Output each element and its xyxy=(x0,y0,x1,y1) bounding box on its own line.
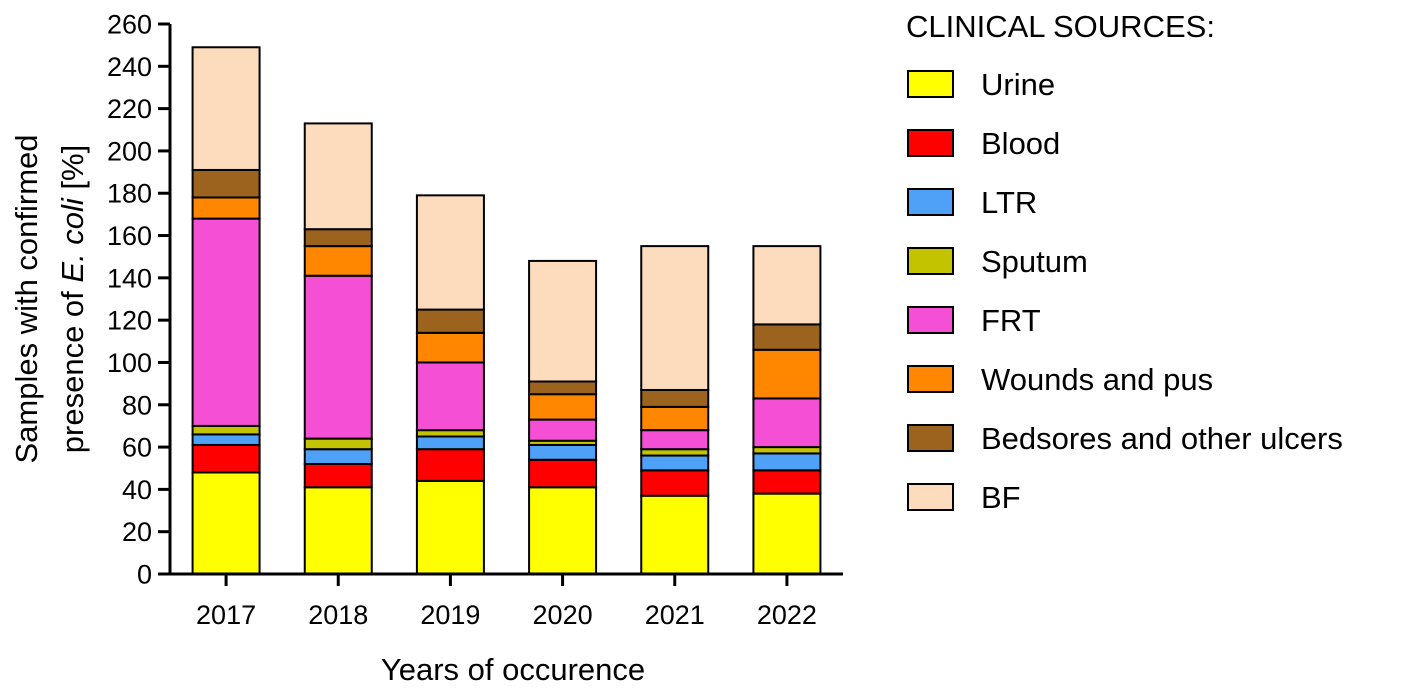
bar-segment-2022-blood xyxy=(752,469,822,495)
legend-title: CLINICAL SOURCES: xyxy=(906,9,1215,44)
y-ticks-group: 0 20 40 60 80 100 120 140 160 180 200 220 240 260 xyxy=(107,10,170,590)
y-axis-title-prefix: presence of xyxy=(55,283,90,454)
bar-segment-2021-ltr xyxy=(640,454,710,472)
legend-label: Bedsores and other ulcers xyxy=(981,421,1343,456)
bar-segment-2017-sputum xyxy=(191,424,261,436)
bar-segment-2018-bedsores-and-other-ulcers xyxy=(303,228,373,248)
y-tick-label: 100 xyxy=(107,348,152,378)
legend-label: FRT xyxy=(981,303,1041,338)
bar-segment-2020-urine xyxy=(528,486,598,575)
y-axis-title-italic: E. coli xyxy=(55,197,90,283)
y-tick-label: 260 xyxy=(107,10,152,40)
y-tick-label: 180 xyxy=(107,179,152,209)
bar-segment-2021-blood xyxy=(640,469,710,497)
legend-swatch-wounds-and-pus xyxy=(907,365,954,393)
bar-segment-2018-wounds-and-pus xyxy=(303,245,373,277)
legend-swatch-frt xyxy=(907,306,954,334)
bar-segment-2018-urine xyxy=(303,486,373,575)
y-axis-title-line-2: presence of E. coli [%] xyxy=(55,145,90,453)
legend-label: Blood xyxy=(981,126,1060,161)
bar-segment-2022-bedsores-and-other-ulcers xyxy=(752,323,822,351)
bar-segment-2019-wounds-and-pus xyxy=(415,331,485,364)
y-tick-label: 80 xyxy=(122,390,152,420)
y-axis-title-suffix: [%] xyxy=(55,145,90,198)
y-tick-label: 240 xyxy=(107,52,152,82)
legend-swatch-urine xyxy=(907,70,954,98)
bar-segment-2021-wounds-and-pus xyxy=(640,405,710,432)
bar-segment-2018-frt xyxy=(303,274,373,440)
bar-segment-2019-urine xyxy=(415,479,485,575)
x-tick-label: 2018 xyxy=(308,600,368,630)
y-tick-label: 60 xyxy=(122,433,152,463)
y-tick-label: 0 xyxy=(137,560,152,590)
bar-segment-2019-blood xyxy=(415,448,485,482)
bar-segment-2017-bf xyxy=(191,46,261,171)
bar-segment-2018-blood xyxy=(303,463,373,489)
bar-segment-2021-bedsores-and-other-ulcers xyxy=(640,388,710,408)
x-tick-label: 2021 xyxy=(645,600,705,630)
bar-segment-2022-urine xyxy=(752,492,822,575)
bar-segment-2021-bf xyxy=(640,245,710,391)
bars-group xyxy=(191,46,822,576)
bar-segment-2021-frt xyxy=(640,429,710,451)
bar-segment-2022-bf xyxy=(752,245,822,326)
y-axis-title-line-1: Samples with confirmed xyxy=(9,134,44,463)
legend-label: Wounds and pus xyxy=(981,362,1213,397)
bar-segment-2017-wounds-and-pus xyxy=(191,196,261,220)
legend-swatch-sputum xyxy=(907,247,954,275)
bar-segment-2022-ltr xyxy=(752,452,822,472)
y-tick-label: 120 xyxy=(107,306,152,336)
y-tick-label: 200 xyxy=(107,136,152,166)
x-axis-title: Years of occurence xyxy=(381,652,645,687)
y-tick-label: 20 xyxy=(122,517,152,547)
legend-swatch-ltr xyxy=(907,188,954,216)
x-tick-label: 2022 xyxy=(757,600,817,630)
bar-segment-2018-ltr xyxy=(303,448,373,466)
bar-segment-2019-bedsores-and-other-ulcers xyxy=(415,308,485,334)
bar-segment-2019-ltr xyxy=(415,435,485,451)
y-tick-label: 40 xyxy=(122,475,152,505)
bar-segment-2019-frt xyxy=(415,361,485,432)
y-tick-label: 220 xyxy=(107,94,152,124)
y-tick-label: 140 xyxy=(107,263,152,293)
bar-segment-2017-blood xyxy=(191,443,261,474)
y-tick-label: 160 xyxy=(107,221,152,251)
legend-label: Urine xyxy=(981,67,1055,102)
legend-label: LTR xyxy=(981,185,1037,220)
axes-group xyxy=(168,24,843,576)
bar-segment-2019-bf xyxy=(415,194,485,311)
bar-segment-2020-bedsores-and-other-ulcers xyxy=(528,380,598,396)
bar-segment-2018-sputum xyxy=(303,437,373,451)
bar-segment-2020-bf xyxy=(528,259,598,383)
legend-label: Sputum xyxy=(981,244,1088,279)
bar-segment-2017-frt xyxy=(191,217,261,427)
legend-swatch-bf xyxy=(907,483,954,511)
bar-segment-2022-wounds-and-pus xyxy=(752,348,822,400)
x-tick-label: 2017 xyxy=(196,600,256,630)
bar-segment-2020-ltr xyxy=(528,443,598,461)
bar-segment-2018-bf xyxy=(303,122,373,231)
bar-segment-2022-frt xyxy=(752,397,822,449)
legend-swatch-blood xyxy=(907,129,954,157)
bar-segment-2017-urine xyxy=(191,471,261,576)
legend-swatch-bedsores-and-other-ulcers xyxy=(907,424,954,452)
bar-segment-2017-ltr xyxy=(191,433,261,446)
x-ticks-group: 2017 2018 2019 2020 2021 2022 xyxy=(196,574,817,630)
bar-segment-2017-bedsores-and-other-ulcers xyxy=(191,168,261,199)
x-tick-label: 2020 xyxy=(533,600,593,630)
bar-segment-2020-frt xyxy=(528,418,598,442)
bar-segment-2020-wounds-and-pus xyxy=(528,393,598,421)
bar-segment-2020-blood xyxy=(528,458,598,489)
legend-label: BF xyxy=(981,480,1021,515)
legend: Urine Blood LTR Sputum FRT Wounds and pus Beds… xyxy=(907,67,1343,515)
x-tick-label: 2019 xyxy=(420,600,480,630)
bar-segment-2021-urine xyxy=(640,494,710,576)
